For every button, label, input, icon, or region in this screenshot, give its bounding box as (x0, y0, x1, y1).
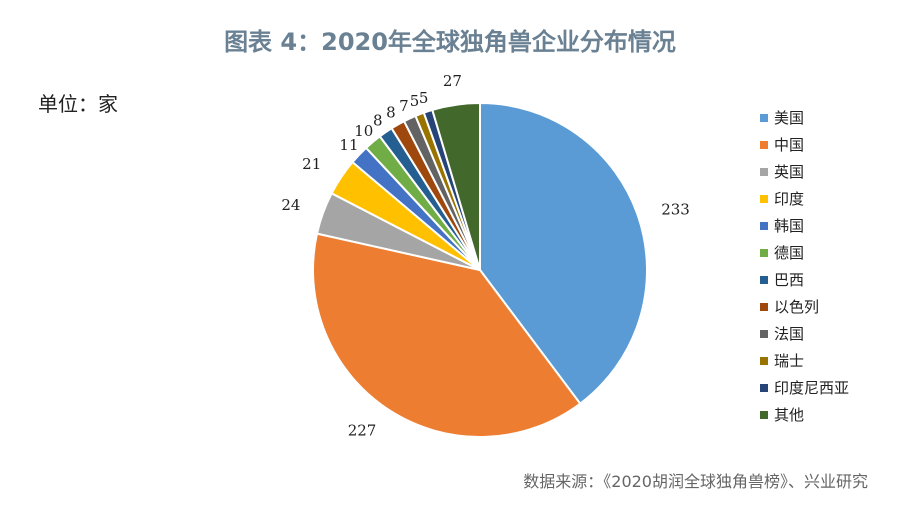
data-label-11: 5 (419, 89, 429, 107)
data-label-10: 5 (410, 92, 420, 110)
legend-label: 印度尼西亚 (774, 379, 850, 397)
legend-swatch (760, 329, 768, 338)
data-label-3: 24 (281, 196, 300, 214)
legend-label: 法国 (774, 325, 805, 343)
legend-label: 英国 (774, 163, 805, 181)
legend-swatch (760, 140, 768, 149)
pie-slice-12 (431, 101, 481, 271)
legend-item: 瑞士 (760, 347, 890, 374)
legend-item: 德国 (760, 239, 890, 266)
data-label-9: 7 (399, 97, 409, 115)
legend-item: 以色列 (760, 293, 890, 320)
source-note: 数据来源：《2020胡润全球独角兽榜》、兴业研究 (523, 472, 868, 491)
legend-item: 英国 (760, 158, 890, 185)
data-label-2: 227 (348, 421, 377, 439)
legend-label: 以色列 (774, 298, 820, 316)
data-label-4: 21 (302, 155, 321, 173)
legend-swatch (760, 383, 768, 392)
legend-swatch (760, 194, 768, 203)
legend-swatch (760, 302, 768, 311)
pie-slice-2 (312, 232, 582, 438)
legend-label: 中国 (774, 136, 805, 154)
legend-swatch (760, 275, 768, 284)
legend-label: 美国 (774, 109, 805, 127)
legend-swatch (760, 167, 768, 176)
data-label-12: 27 (443, 72, 462, 90)
data-label-1: 233 (661, 201, 690, 219)
legend-item: 印度尼西亚 (760, 374, 890, 401)
legend-label: 韩国 (774, 217, 805, 235)
legend-item: 巴西 (760, 266, 890, 293)
legend-swatch (760, 248, 768, 257)
chart-title: 图表 4：2020年全球独角兽企业分布情况 (224, 28, 676, 56)
legend-item: 印度 (760, 185, 890, 212)
data-label-6: 10 (354, 122, 373, 140)
legend-swatch (760, 221, 768, 230)
legend-label: 德国 (774, 244, 805, 262)
legend-label: 巴西 (774, 271, 805, 289)
legend-item: 中国 (760, 131, 890, 158)
legend-item: 其他 (760, 401, 890, 428)
legend-item: 法国 (760, 320, 890, 347)
legend-item: 韩国 (760, 212, 890, 239)
legend-swatch (760, 113, 768, 122)
data-label-7: 8 (373, 112, 383, 130)
legend-item: 美国 (760, 104, 890, 131)
data-label-5: 11 (339, 136, 358, 154)
legend-swatch (760, 410, 768, 419)
legend-swatch (760, 356, 768, 365)
pie-slice-1 (479, 101, 648, 406)
legend-label: 其他 (774, 406, 805, 424)
data-label-8: 8 (386, 103, 396, 121)
unit-label: 单位：家 (38, 92, 118, 116)
chart-legend: 美国中国英国印度韩国德国巴西以色列法国瑞士印度尼西亚其他 (760, 104, 890, 428)
legend-label: 印度 (774, 190, 805, 208)
legend-label: 瑞士 (774, 352, 805, 370)
